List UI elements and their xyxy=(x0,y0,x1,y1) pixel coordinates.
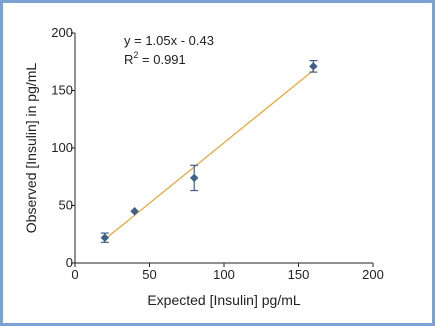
x-tick-label: 200 xyxy=(362,267,384,282)
data-point-marker xyxy=(100,233,109,242)
x-tick-label: 100 xyxy=(213,267,235,282)
r2-prefix: R xyxy=(124,52,133,67)
r2-superscript: 2 xyxy=(133,50,138,60)
data-point-marker xyxy=(130,207,139,216)
y-axis-ticks: 0 50 100 150 200 xyxy=(51,25,75,270)
x-axis-ticks: 0 50 100 150 200 xyxy=(71,263,384,282)
data-point-marker xyxy=(309,62,318,71)
y-tick-label: 50 xyxy=(59,198,73,213)
data-point-marker xyxy=(190,173,199,183)
data-points xyxy=(100,59,318,243)
equation-label: y = 1.05x - 0.43 xyxy=(124,33,214,48)
y-axis-label: Observed [Insulin] in pg/mL xyxy=(23,63,39,234)
r-squared-label: R2 = 0.991 xyxy=(124,50,186,67)
y-tick-label: 0 xyxy=(66,255,73,270)
x-axis-label: Expected [Insulin] pg/mL xyxy=(147,292,301,308)
y-tick-label: 100 xyxy=(51,140,73,155)
trendline xyxy=(104,69,314,240)
y-tick-label: 200 xyxy=(51,25,73,40)
x-tick-label: 0 xyxy=(71,267,78,282)
r2-value: = 0.991 xyxy=(138,52,185,67)
x-tick-label: 150 xyxy=(288,267,310,282)
x-tick-label: 50 xyxy=(142,267,156,282)
y-tick-label: 150 xyxy=(51,83,73,98)
